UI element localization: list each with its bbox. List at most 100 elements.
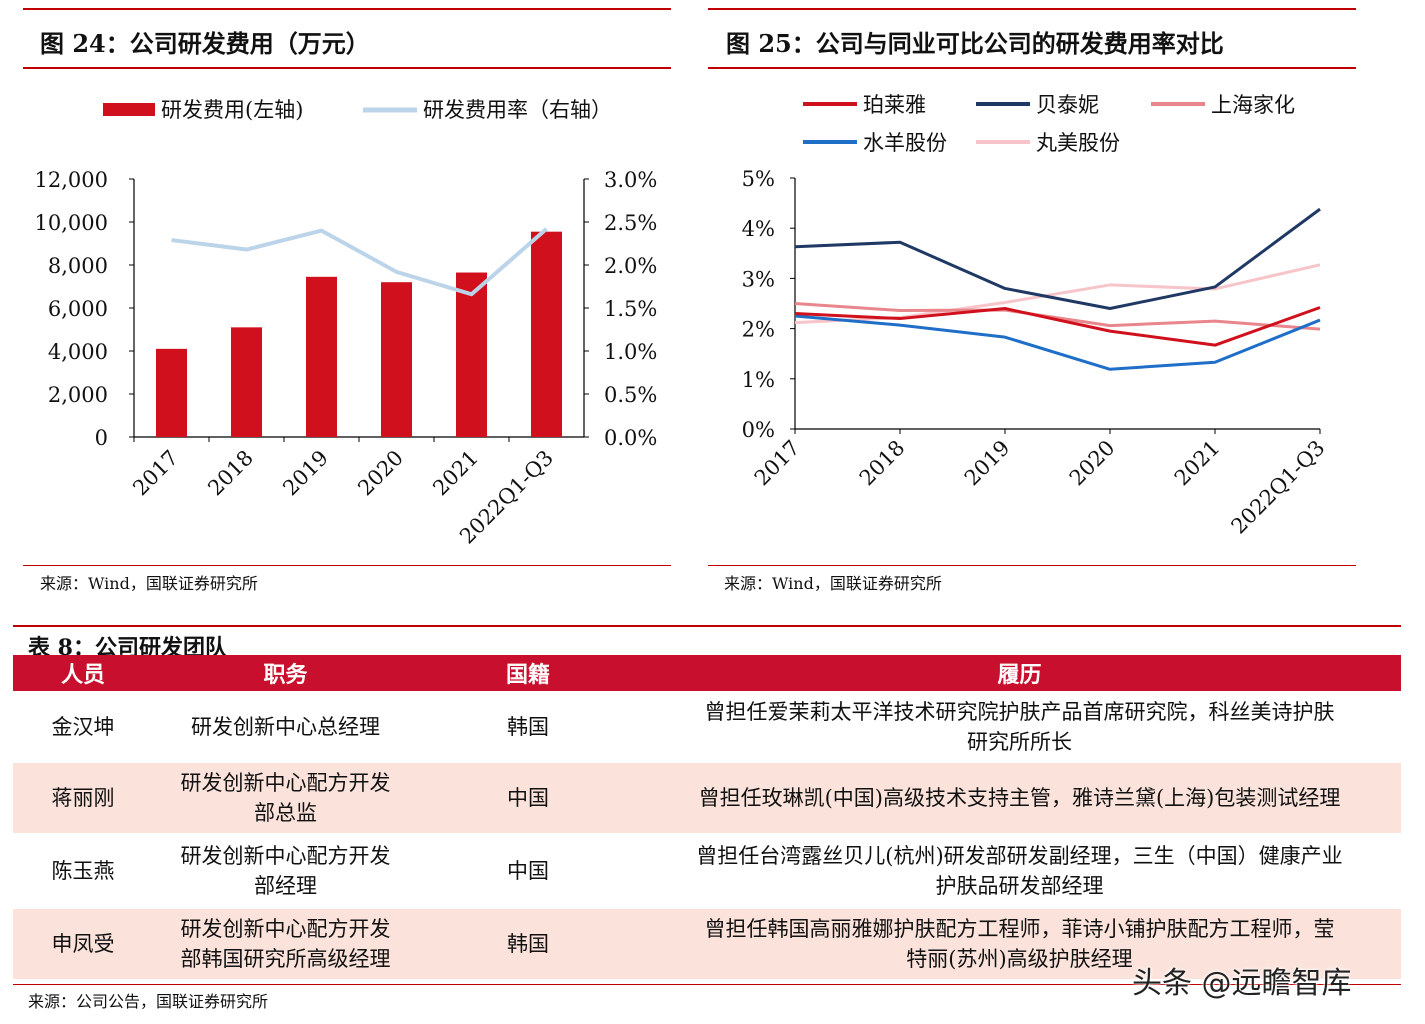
left-tick-label: 6,000 [48,297,108,321]
right-tick-label: 1.5% [604,297,657,321]
legend-bar-swatch [103,103,155,116]
fig25-title-rule [708,67,1356,69]
series-line-2 [794,302,1321,331]
fig24-title-rule [23,67,671,69]
legend-label: 上海家化 [1211,93,1295,117]
bar [156,348,187,437]
resume-line: 研究所所长 [967,730,1072,754]
y-tick-label: 3% [742,267,775,291]
header-person: 人员 [13,655,153,691]
series-line-1 [794,207,1321,311]
person-nationality: 韩国 [418,909,638,979]
person-role: 研发创新中心配方开发 部经理 [153,833,418,909]
resume-line: 特丽(苏州)高级护肤经理 [906,947,1133,971]
legend-label: 珀莱雅 [863,93,926,117]
resume-line: 曾担任玫琳凯(中国)高级技术支持主管，雅诗兰黛(上海)包装测试经理 [698,786,1341,810]
table-header-row: 人员 职务 国籍 履历 [13,655,1401,691]
legend-label: 丸美股份 [1036,131,1120,155]
person-nationality: 韩国 [507,715,549,739]
left-tick-label: 0 [95,426,108,450]
table-row: 金汉坤 研发创新中心总经理 韩国 曾担任爱茉莉太平洋技术研究院护肤产品首席研究院… [13,691,1401,763]
right-tick-label: 3.0% [604,168,657,192]
y-tick-label: 0% [742,418,775,442]
role-line: 部经理 [254,874,317,898]
person-name: 申凤受 [13,909,153,979]
role-line: 部总监 [254,801,317,825]
watermark: 头条 @远瞻智库 [1132,966,1352,1001]
x-tick-label: 2021 [428,446,483,501]
header-nationality: 国籍 [418,655,638,691]
right-tick-label: 0.5% [604,383,657,407]
y-tick-label: 1% [742,368,775,392]
y-tick-label: 2% [742,318,775,342]
fig24-bottom-rule [23,565,671,566]
left-tick-label: 2,000 [48,383,108,407]
legend-bar-label: 研发费用(左轴) [161,98,303,122]
x-tick-label: 2018 [203,446,258,501]
header-position: 职务 [153,655,418,691]
series-line-3 [794,314,1321,371]
person-name: 陈玉燕 [51,859,115,883]
legend-label: 水羊股份 [863,131,947,155]
role-line: 研发创新中心配方开发 [180,844,391,868]
resume-line: 曾担任爱茉莉太平洋技术研究院护肤产品首席研究院，科丝美诗护肤 [704,700,1335,724]
person-name: 蒋丽刚 [13,763,153,833]
y-tick-label: 5% [742,167,775,191]
x-tick-label: 2019 [960,436,1015,491]
table8-top-rule [13,625,1401,627]
y-tick-label: 4% [742,217,775,241]
bar [531,231,562,437]
x-tick-label: 2021 [1170,436,1225,491]
table-row: 蒋丽刚 研发创新中心配方开发 部总监 中国 曾担任玫琳凯(中国)高级技术支持主管，… [13,763,1401,833]
fig24-top-rule [23,8,671,10]
fig25-bottom-rule [708,565,1356,566]
legend-label: 贝泰妮 [1036,93,1099,117]
person-resume: 曾担任韩国高丽雅娜护肤配方工程师，菲诗小铺护肤配方工程师，莹 特丽(苏州)高级护肤… [638,909,1401,979]
left-tick-label: 4,000 [48,340,108,364]
table-row: 申凤受 研发创新中心配方开发 部韩国研究所高级经理 韩国 曾担任韩国高丽雅娜护肤配… [13,909,1401,979]
x-tick-label: 2020 [353,446,408,501]
table-row: 陈玉燕 研发创新中心配方开发 部经理 中国 曾担任台湾露丝贝儿(杭州)研发部研发副… [13,833,1401,909]
bar [456,272,487,437]
fig24-title: 图 24：公司研发费用（万元） [40,29,370,58]
research-team-table: 人员 职务 国籍 履历 金汉坤 研发创新中心总经理 韩国 曾担任爱茉莉太平洋技术… [13,655,1401,979]
fig25-title: 图 25：公司与同业可比公司的研发费用率对比 [726,29,1224,58]
person-resume: 曾担任爱茉莉太平洋技术研究院护肤产品首席研究院，科丝美诗护肤 研究所所长 [638,691,1401,763]
table8-source: 来源：公司公告，国联证券研究所 [28,992,269,1011]
series-line-0 [794,306,1321,347]
resume-line: 曾担任韩国高丽雅娜护肤配方工程师，菲诗小铺护肤配方工程师，莹 [704,917,1335,941]
bar [231,327,262,437]
table8-bottom-rule [13,984,1401,985]
right-tick-label: 0.0% [604,426,657,450]
bar [306,276,337,437]
right-tick-label: 2.0% [604,254,657,278]
x-tick-label: 2018 [855,436,910,491]
fig25-top-rule [708,8,1356,10]
bar [381,282,412,437]
fig25-source: 来源：Wind，国联证券研究所 [724,574,942,593]
person-name: 金汉坤 [51,715,115,739]
left-tick-label: 8,000 [48,254,108,278]
person-resume: 曾担任玫琳凯(中国)高级技术支持主管，雅诗兰黛(上海)包装测试经理 [638,763,1401,833]
role-line: 研发创新中心配方开发 [180,771,391,795]
person-nationality: 中国 [507,859,549,883]
x-tick-label: 2020 [1065,436,1120,491]
right-tick-label: 1.0% [604,340,657,364]
x-tick-label: 2019 [278,446,333,501]
resume-line: 护肤品研发部经理 [935,874,1104,898]
x-tick-label: 2017 [750,436,805,491]
left-tick-label: 10,000 [35,211,108,235]
role-line: 研发创新中心总经理 [191,715,380,739]
left-tick-label: 12,000 [35,168,108,192]
role-line: 部韩国研究所高级经理 [180,947,391,971]
person-role: 研发创新中心配方开发 部韩国研究所高级经理 [153,909,418,979]
right-tick-label: 2.5% [604,211,657,235]
rd-rate-line [171,227,548,297]
person-role: 研发创新中心总经理 [153,691,418,763]
series-line-4 [794,263,1321,325]
person-role: 研发创新中心配方开发 部总监 [153,763,418,833]
resume-line: 曾担任台湾露丝贝儿(杭州)研发部研发副经理，三生（中国）健康产业 [696,844,1343,868]
fig24-source: 来源：Wind，国联证券研究所 [40,574,258,593]
x-tick-label: 2017 [128,446,183,501]
